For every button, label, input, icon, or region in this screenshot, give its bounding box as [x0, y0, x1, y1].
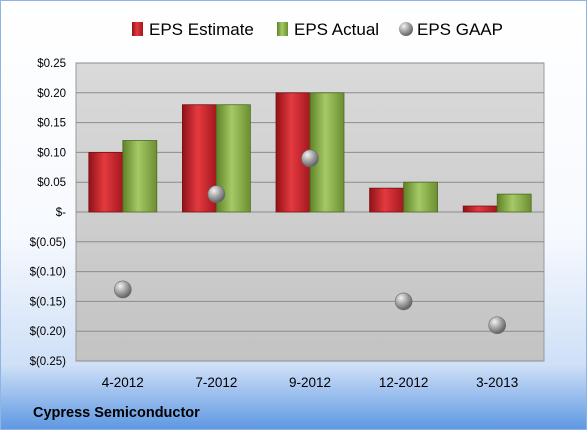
eps-estimate-bar [462, 205, 498, 213]
x-category-label: 3-2013 [476, 375, 518, 390]
eps-estimate-bar [88, 151, 124, 213]
chart-legend: EPS Estimate EPS Actual EPS GAAP [132, 20, 503, 39]
bars [88, 92, 532, 213]
y-tick-label: $(0.25) [30, 356, 67, 368]
y-tick-label: $(0.20) [30, 326, 67, 338]
x-category-label: 9-2012 [289, 375, 331, 390]
y-tick-label: $- [56, 207, 66, 219]
eps-gaap-point [301, 149, 319, 168]
eps-gaap-point [207, 185, 226, 203]
y-tick-label: $0.05 [37, 177, 66, 189]
eps-gaap-point [394, 292, 413, 311]
x-category-label: 12-2012 [379, 375, 429, 390]
x-category-label: 4-2012 [102, 375, 144, 390]
gaap-points [114, 149, 507, 335]
y-tick-label: $(0.10) [30, 267, 67, 279]
x-category-label: 7-2012 [195, 375, 237, 390]
x-axis: 4-2012 7-2012 9-2012 12-2012 3-2013 [102, 375, 518, 390]
y-axis: $0.25 $0.20 $0.15 $0.10 $0.05 $- $(0.05) $(0.10… [30, 58, 67, 368]
eps-gaap-point [114, 280, 132, 299]
y-tick-label: $(0.15) [30, 296, 67, 308]
company-name: Cypress Semiconductor [33, 405, 200, 421]
eps-gaap-point [488, 316, 507, 335]
y-tick-label: $0.25 [37, 58, 66, 70]
legend-eps-gaap-marker [399, 22, 413, 36]
eps-actual-bar [496, 193, 532, 213]
eps-actual-bar [122, 140, 158, 213]
y-tick-label: $0.10 [37, 147, 66, 159]
y-tick-label: $0.15 [37, 118, 66, 130]
legend-eps-actual-marker [277, 22, 288, 36]
y-tick-label: $(0.05) [30, 237, 67, 249]
eps-estimate-bar [369, 187, 405, 213]
eps-actual-bar [403, 181, 439, 213]
legend-eps-gaap-label: EPS GAAP [417, 20, 503, 39]
legend-eps-estimate-marker [132, 22, 143, 36]
legend-eps-actual-label: EPS Actual [294, 20, 379, 39]
y-tick-label: $0.20 [37, 88, 66, 100]
legend-eps-estimate-label: EPS Estimate [149, 20, 254, 39]
